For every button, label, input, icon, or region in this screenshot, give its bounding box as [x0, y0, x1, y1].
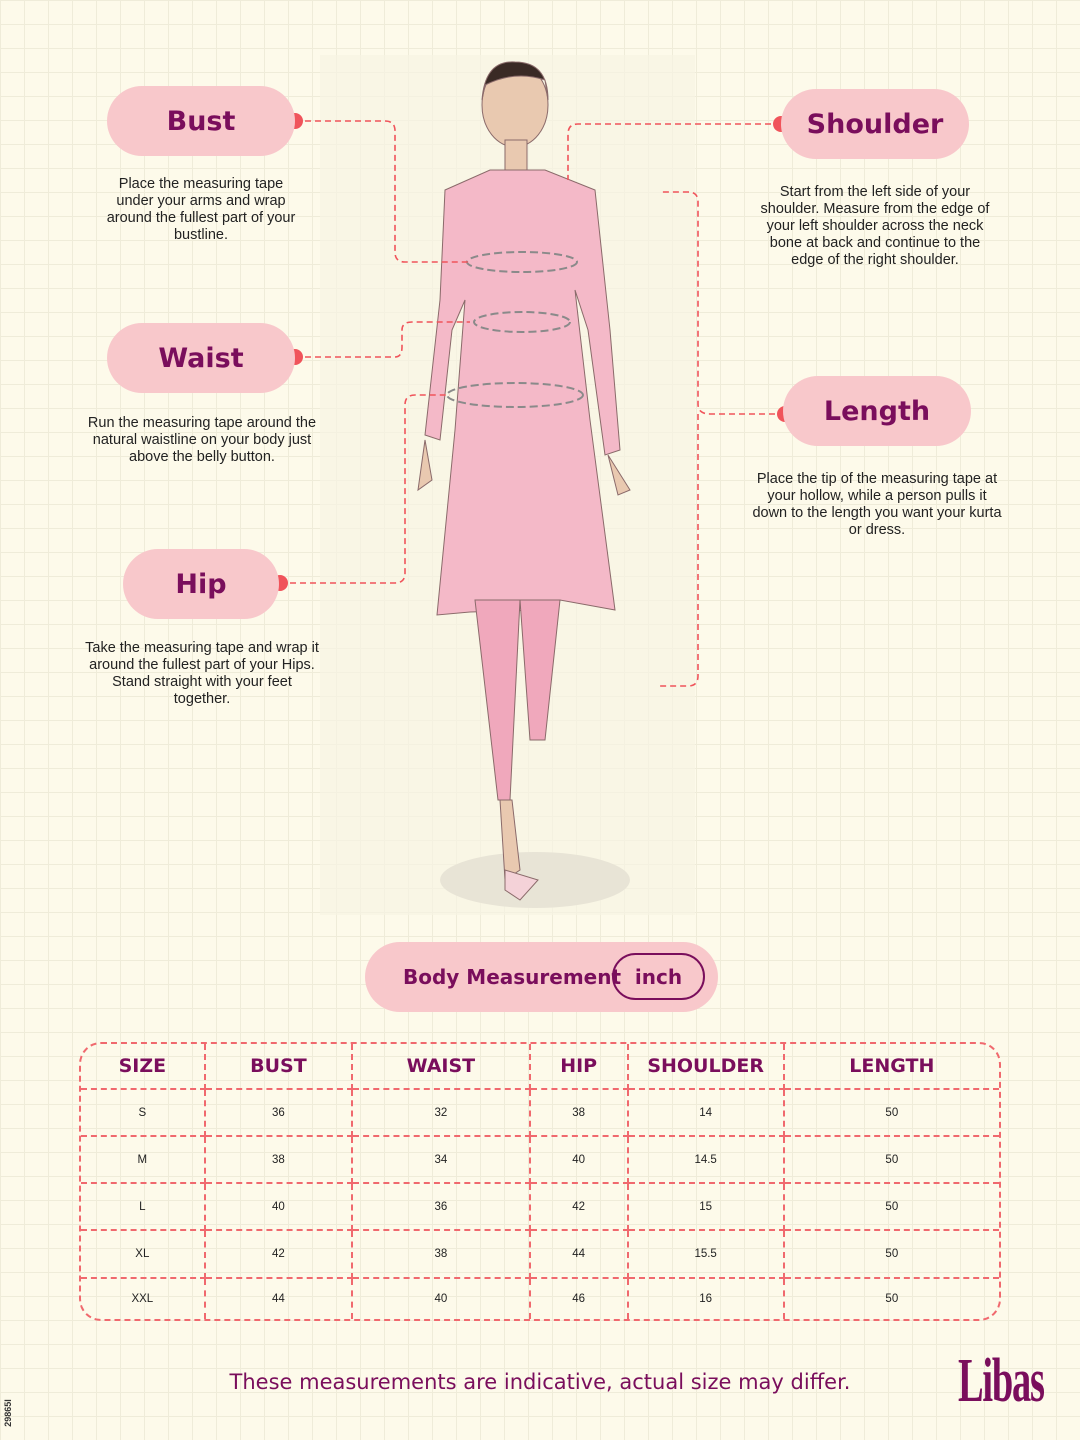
header-size: SIZE [81, 1044, 206, 1090]
body-measurement-label: Body Measurement [403, 965, 622, 989]
table-cell-bust: 40 [205, 1184, 354, 1232]
table-row: S 36 32 38 14 50 [81, 1090, 999, 1138]
hip-description: Take the measuring tape and wrap it arou… [85, 640, 319, 707]
shoulder-label: Shoulder [781, 89, 969, 159]
length-label: Length [783, 376, 971, 446]
table-cell-bust: 36 [205, 1090, 354, 1138]
table-cell-shoulder: 15.5 [628, 1231, 785, 1279]
table-cell-length: 50 [784, 1231, 999, 1279]
header-hip: HIP [530, 1044, 629, 1090]
table-cell-hip: 44 [530, 1231, 629, 1279]
table-header-row: SIZE BUST WAIST HIP SHOULDER LENGTH [81, 1044, 999, 1090]
product-code: 29865I [2, 1399, 13, 1427]
table-cell-size: XL [81, 1231, 206, 1279]
header-bust: BUST [205, 1044, 354, 1090]
table-cell-waist: 32 [353, 1090, 531, 1138]
table-cell-size: XXL [81, 1278, 206, 1319]
waist-description: Run the measuring tape around the natura… [87, 415, 317, 465]
table-cell-hip: 46 [531, 1278, 629, 1319]
model-illustration [417, 61, 631, 908]
table-cell-bust: 44 [206, 1278, 354, 1319]
table-cell-waist: 34 [353, 1137, 531, 1185]
shoulder-description: Start from the left side of your shoulde… [760, 184, 990, 268]
table-cell-length: 50 [784, 1184, 999, 1232]
table-cell-shoulder: 15 [628, 1184, 785, 1232]
length-description: Place the tip of the measuring tape at y… [752, 471, 1002, 538]
table-cell-length: 50 [784, 1090, 999, 1138]
table-cell-size: M [81, 1137, 206, 1185]
bust-description: Place the measuring tape under your arms… [106, 176, 296, 243]
table-cell-shoulder: 16 [629, 1278, 785, 1319]
unit-toggle[interactable]: inch [612, 953, 705, 1000]
table-cell-size: L [81, 1184, 206, 1232]
header-shoulder: SHOULDER [628, 1044, 785, 1090]
table-row: XL 42 38 44 15.5 50 [81, 1231, 999, 1279]
table-cell-waist: 40 [353, 1278, 531, 1319]
header-waist: WAIST [353, 1044, 531, 1090]
hip-label: Hip [123, 549, 279, 619]
table-cell-shoulder: 14 [628, 1090, 785, 1138]
table-cell-hip: 38 [530, 1090, 629, 1138]
body-measurement-badge: Body Measurement inch [365, 942, 718, 1012]
table-cell-hip: 42 [530, 1184, 629, 1232]
table-cell-bust: 38 [205, 1137, 354, 1185]
table-row: L 40 36 42 15 50 [81, 1184, 999, 1232]
table-row: XXL 44 40 46 16 50 [81, 1278, 999, 1319]
size-chart-table: SIZE BUST WAIST HIP SHOULDER LENGTH S 36 3… [79, 1042, 1001, 1321]
table-cell-waist: 36 [353, 1184, 531, 1232]
table-cell-waist: 38 [353, 1231, 531, 1279]
table-cell-shoulder: 14.5 [628, 1137, 785, 1185]
illustration-and-connectors [272, 61, 793, 908]
disclaimer-note: These measurements are indicative, actua… [229, 1370, 851, 1394]
header-length: LENGTH [784, 1044, 999, 1090]
table-cell-size: S [81, 1090, 206, 1138]
table-cell-bust: 42 [205, 1231, 354, 1279]
brand-logo: Libas [958, 1347, 1045, 1415]
waist-label: Waist [107, 323, 295, 393]
bust-label: Bust [107, 86, 295, 156]
table-cell-length: 50 [784, 1137, 999, 1185]
table-cell-hip: 40 [530, 1137, 629, 1185]
table-cell-length: 50 [885, 1292, 899, 1305]
table-row: M 38 34 40 14.5 50 [81, 1137, 999, 1185]
